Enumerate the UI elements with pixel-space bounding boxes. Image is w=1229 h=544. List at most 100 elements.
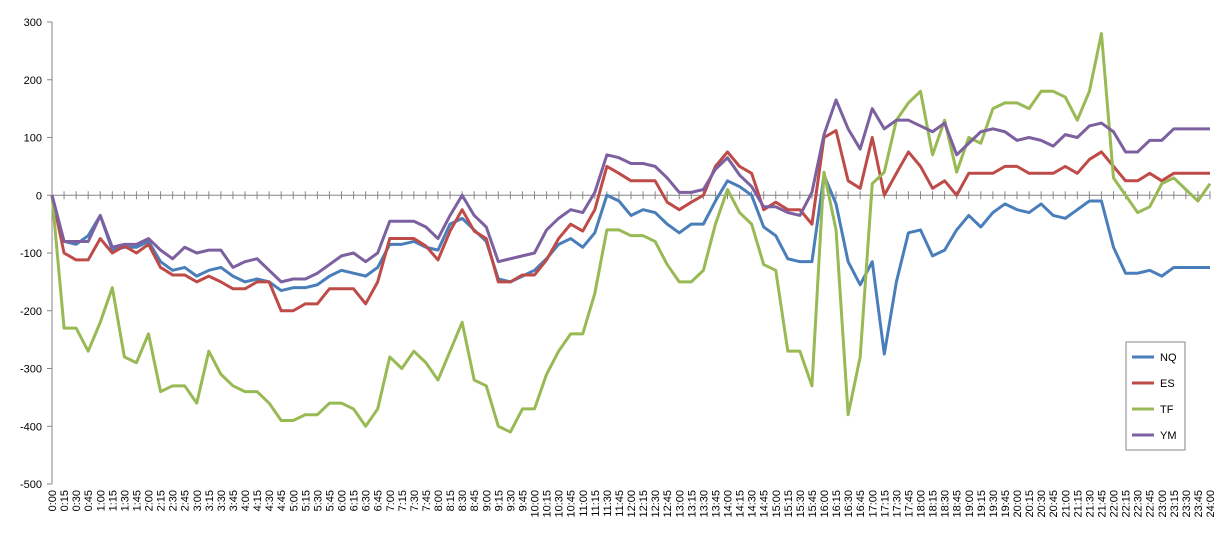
x-tick-label: 10:15 [542, 490, 554, 518]
x-tick-label: 14:15 [735, 490, 747, 518]
x-tick-label: 5:45 [324, 490, 336, 511]
x-tick-label: 1:00 [95, 490, 107, 511]
series-line [50, 173, 1210, 356]
x-tick-label: 2:45 [180, 490, 192, 511]
x-tick-label: 17:30 [891, 490, 903, 518]
x-tick-label: 14:30 [747, 490, 759, 518]
x-tick-label: 18:45 [952, 490, 964, 518]
x-tick-label: 17:45 [903, 490, 915, 518]
series-line [50, 32, 1212, 434]
x-tick-label: 8:15 [445, 490, 457, 511]
x-tick-label: 6:00 [337, 490, 349, 511]
x-tick-label: 19:00 [964, 490, 976, 518]
x-tick-label: 23:15 [1169, 490, 1181, 518]
x-tick-label: 3:30 [216, 490, 228, 511]
x-tick-label: 4:00 [240, 490, 252, 511]
x-tick-label: 13:00 [674, 490, 686, 518]
x-tick-label: 23:45 [1193, 490, 1205, 518]
x-tick-label: 12:15 [638, 490, 650, 518]
x-tick-label: 13:15 [686, 490, 698, 518]
x-tick-label: 23:00 [1157, 490, 1169, 518]
x-tick-label: 5:15 [300, 490, 312, 511]
x-tick-label: 22:30 [1133, 490, 1145, 518]
x-tick-label: 7:15 [397, 490, 409, 511]
series-line [50, 98, 1210, 284]
y-tick-label: 300 [24, 17, 42, 29]
x-tick-label: 5:30 [312, 490, 324, 511]
y-tick-label: 100 [24, 133, 42, 145]
x-tick-label: 0:30 [71, 490, 83, 511]
legend-label: NQ [1160, 352, 1177, 364]
x-tick-label: 8:30 [457, 490, 469, 511]
x-tick-label: 21:30 [1084, 490, 1096, 518]
legend-label: ES [1160, 378, 1175, 390]
x-tick-label: 1:30 [119, 490, 131, 511]
x-tick-label: 1:15 [107, 490, 119, 511]
x-tick-label: 12:30 [650, 490, 662, 518]
x-tick-label: 13:30 [698, 490, 710, 518]
x-tick-label: 8:45 [469, 490, 481, 511]
x-tick-label: 23:30 [1181, 490, 1193, 518]
x-tick-label: 21:45 [1096, 490, 1108, 518]
x-tick-label: 6:45 [373, 490, 385, 511]
x-tick-label: 12:00 [626, 490, 638, 518]
y-tick-label: -300 [20, 364, 42, 376]
x-tick-label: 21:00 [1060, 490, 1072, 518]
x-tick-label: 11:30 [602, 490, 614, 517]
x-tick-label: 6:30 [361, 490, 373, 511]
x-tick-label: 3:00 [192, 490, 204, 511]
x-tick-label: 20:00 [1012, 490, 1024, 518]
x-tick-label: 4:45 [276, 490, 288, 511]
x-tick-label: 9:30 [505, 490, 517, 511]
x-tick-label: 11:45 [614, 490, 626, 517]
x-tick-label: 12:45 [662, 490, 674, 518]
x-tick-label: 14:00 [723, 490, 735, 518]
legend-box [1125, 341, 1186, 451]
x-tick-label: 15:30 [795, 490, 807, 518]
x-tick-label: 2:00 [144, 490, 156, 511]
x-tick-label: 0:00 [47, 490, 59, 511]
x-tick-label: 16:00 [819, 490, 831, 518]
x-tick-label: 2:15 [156, 490, 168, 511]
x-tick-label: 18:15 [928, 490, 940, 518]
x-tick-label: 22:15 [1121, 490, 1133, 518]
y-tick-label: -400 [20, 421, 42, 433]
x-tick-label: 7:30 [409, 490, 421, 511]
x-tick-label: 16:30 [843, 490, 855, 518]
y-tick-label: -200 [20, 306, 42, 318]
x-tick-label: 15:00 [771, 490, 783, 518]
x-tick-label: 16:45 [855, 490, 867, 518]
x-tick-label: 2:30 [168, 490, 180, 511]
x-tick-label: 9:00 [481, 490, 493, 511]
x-tick-label: 13:45 [710, 490, 722, 518]
series-line [50, 129, 1210, 313]
x-tick-label: 21:15 [1072, 490, 1084, 518]
x-tick-label: 10:45 [566, 490, 578, 518]
x-tick-label: 3:45 [228, 490, 240, 511]
x-tick-label: 9:15 [493, 490, 505, 511]
x-tick-label: 16:15 [831, 490, 843, 518]
x-tick-label: 4:30 [264, 490, 276, 511]
x-tick-label: 19:30 [988, 490, 1000, 518]
x-tick-label: 6:15 [349, 490, 361, 511]
x-tick-label: 7:00 [385, 490, 397, 511]
x-tick-label: 10:30 [554, 490, 566, 518]
x-tick-label: 10:00 [530, 490, 542, 518]
x-tick-label: 0:45 [83, 490, 95, 511]
x-tick-label: 20:45 [1048, 490, 1060, 518]
x-tick-label: 17:15 [879, 490, 891, 518]
x-tick-label: 17:00 [867, 490, 879, 518]
legend-label: YM [1160, 430, 1177, 442]
x-tick-label: 9:45 [517, 490, 529, 511]
x-tick-label: 0:15 [59, 490, 71, 511]
legend-label: TF [1160, 404, 1174, 416]
x-tick-label: 15:45 [807, 490, 819, 518]
x-tick-label: 20:15 [1024, 490, 1036, 518]
y-tick-label: 0 [36, 190, 42, 202]
x-tick-label: 11:15 [590, 490, 602, 517]
y-tick-label: -500 [20, 479, 42, 491]
x-tick-label: 18:30 [940, 490, 952, 518]
x-tick-label: 20:30 [1036, 490, 1048, 518]
